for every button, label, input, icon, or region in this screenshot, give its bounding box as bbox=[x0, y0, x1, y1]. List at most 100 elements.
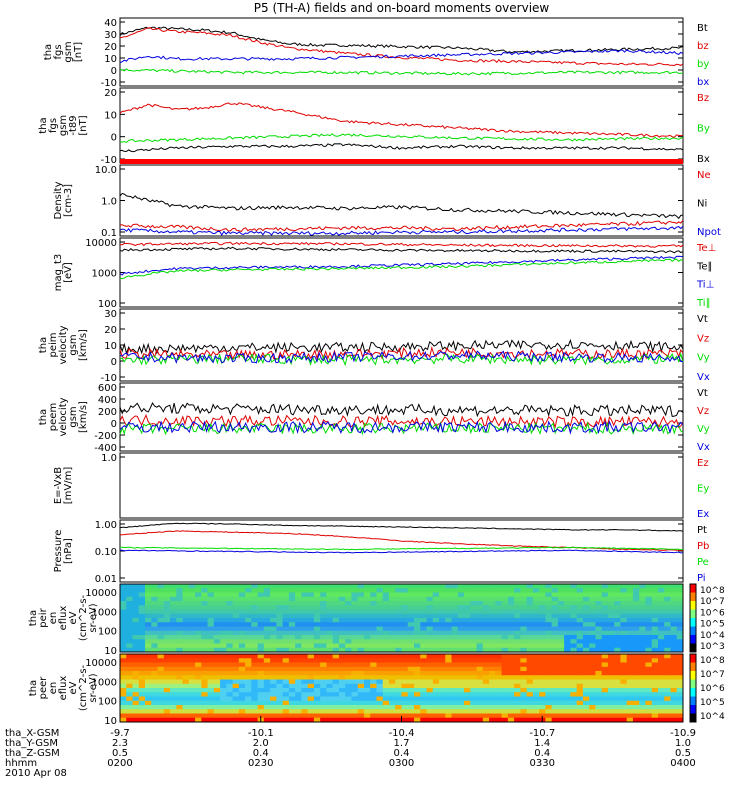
heatmap-cell bbox=[526, 717, 534, 723]
heatmap-cell bbox=[407, 626, 415, 632]
legend-entry: Ne bbox=[697, 170, 711, 181]
heatmap-cell bbox=[420, 635, 428, 640]
heatmap-cell bbox=[607, 666, 615, 672]
heatmap-cell bbox=[320, 643, 327, 649]
heatmap-cell bbox=[670, 605, 678, 610]
heatmap-cell bbox=[238, 647, 246, 653]
heatmap-cell bbox=[451, 713, 459, 719]
heatmap-cell bbox=[351, 635, 359, 640]
heatmap-cell bbox=[126, 696, 134, 702]
heatmap-cell bbox=[632, 618, 640, 623]
heatmap-cell bbox=[414, 647, 421, 653]
heatmap-cell bbox=[120, 658, 127, 663]
heatmap-cell bbox=[170, 683, 177, 689]
heatmap-cell bbox=[470, 705, 478, 710]
heatmap-cell bbox=[645, 643, 653, 649]
heatmap-cell bbox=[445, 696, 453, 702]
heatmap-cell bbox=[526, 654, 534, 659]
heatmap-cell bbox=[276, 647, 284, 653]
heatmap-cell bbox=[564, 717, 571, 723]
heatmap-cell bbox=[557, 626, 565, 632]
heatmap-cell bbox=[326, 679, 334, 685]
heatmap-cell bbox=[670, 662, 678, 668]
heatmap-cell bbox=[526, 671, 534, 676]
heatmap-cell bbox=[545, 639, 553, 644]
y-tick-label: 0.10 bbox=[95, 547, 117, 558]
heatmap-cell bbox=[138, 643, 146, 649]
heatmap-cell bbox=[232, 639, 240, 644]
heatmap-cell bbox=[664, 654, 671, 659]
heatmap-cell bbox=[326, 654, 334, 659]
heatmap-cell bbox=[195, 713, 202, 719]
heatmap-cell bbox=[395, 618, 402, 623]
heatmap-cell bbox=[401, 596, 409, 602]
heatmap-cell bbox=[207, 584, 215, 589]
heatmap-cell bbox=[520, 639, 528, 644]
heatmap-cell bbox=[645, 618, 653, 623]
heatmap-cell bbox=[282, 692, 290, 697]
heatmap-cell bbox=[626, 671, 634, 676]
heatmap-cell bbox=[382, 666, 390, 672]
heatmap-cell bbox=[470, 630, 478, 636]
series-line-bx bbox=[119, 49, 684, 64]
heatmap-cell bbox=[332, 688, 340, 693]
y-tick-label: 10.0 bbox=[95, 165, 117, 176]
heatmap-cell bbox=[582, 671, 590, 676]
heatmap-cell bbox=[201, 662, 209, 668]
heatmap-cell bbox=[520, 622, 528, 627]
heatmap-cell bbox=[507, 709, 515, 714]
heatmap-cell bbox=[145, 635, 152, 640]
heatmap-cell bbox=[464, 622, 471, 627]
heatmap-cell bbox=[357, 692, 365, 697]
heatmap-cell bbox=[445, 654, 453, 659]
heatmap-cell bbox=[188, 626, 196, 632]
heatmap-cell bbox=[514, 622, 521, 627]
heatmap-cell bbox=[132, 605, 140, 610]
heatmap-cell bbox=[557, 609, 565, 615]
heatmap-cell bbox=[526, 688, 534, 693]
heatmap-cell bbox=[614, 618, 621, 623]
heatmap-cell bbox=[145, 692, 152, 697]
heatmap-cell bbox=[651, 696, 659, 702]
heatmap-cell bbox=[226, 601, 234, 606]
heatmap-cell bbox=[670, 696, 678, 702]
heatmap-cell bbox=[614, 647, 621, 653]
heatmap-cell bbox=[639, 662, 646, 668]
heatmap-cell bbox=[201, 683, 209, 689]
heatmap-cell bbox=[270, 588, 277, 593]
heatmap-cell bbox=[520, 709, 528, 714]
y-tick-label: 20 bbox=[104, 42, 117, 53]
heatmap-cell bbox=[195, 705, 202, 710]
heatmap-cell bbox=[451, 588, 459, 593]
heatmap-cell bbox=[539, 601, 546, 606]
heatmap-cell bbox=[545, 675, 553, 680]
heatmap-cell bbox=[401, 700, 409, 706]
heatmap-cell bbox=[557, 596, 565, 602]
heatmap-cell bbox=[501, 709, 509, 714]
heatmap-cell bbox=[645, 679, 653, 685]
heatmap-cell bbox=[545, 596, 553, 602]
heatmap-cell bbox=[414, 618, 421, 623]
heatmap-cell bbox=[514, 588, 521, 593]
heatmap-cell bbox=[407, 662, 415, 668]
heatmap-cell bbox=[595, 584, 603, 589]
heatmap-cell bbox=[220, 671, 227, 676]
heatmap-cell bbox=[601, 584, 609, 589]
heatmap-cell bbox=[620, 658, 628, 663]
heatmap-cell bbox=[326, 605, 334, 610]
heatmap-cell bbox=[182, 713, 190, 719]
heatmap-cell bbox=[301, 609, 309, 615]
heatmap-cell bbox=[295, 643, 302, 649]
heatmap-cell bbox=[557, 683, 565, 689]
heatmap-cell bbox=[595, 588, 603, 593]
heatmap-cell bbox=[407, 635, 415, 640]
heatmap-cell bbox=[251, 643, 259, 649]
heatmap-cell bbox=[170, 613, 177, 619]
heatmap-cell bbox=[545, 635, 553, 640]
heatmap-cell bbox=[526, 675, 534, 680]
heatmap-cell bbox=[507, 683, 515, 689]
heatmap-cell bbox=[276, 601, 284, 606]
y-axis-label: [eV] bbox=[63, 262, 74, 283]
series-line-Vx bbox=[119, 349, 684, 365]
heatmap-cell bbox=[614, 654, 621, 659]
